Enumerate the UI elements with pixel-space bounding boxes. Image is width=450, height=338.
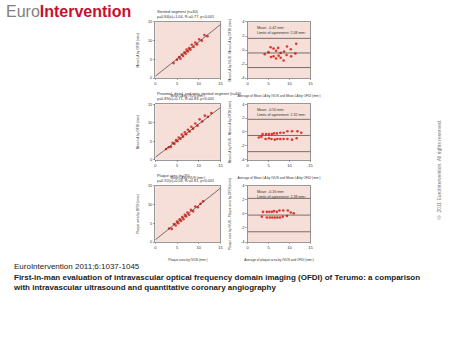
svg-text:4: 4 <box>242 183 245 188</box>
svg-text:5: 5 <box>267 245 270 250</box>
svg-text:-4: -4 <box>241 239 245 244</box>
svg-text:15: 15 <box>308 245 313 250</box>
svg-text:10: 10 <box>148 202 153 207</box>
svg-text:5: 5 <box>176 81 179 86</box>
svg-text:Mean: -0.50 mm²Limits of agree: Mean: -0.50 mm²Limits of agreement: 2.32… <box>257 108 307 117</box>
html-text:EuroIntervention 2011;6:1037-1: EuroIntervention 2011;6:1037-1045 <box>14 262 140 271</box>
svg-text:-4: -4 <box>241 157 245 162</box>
svg-text:0: 0 <box>154 81 157 86</box>
svg-text:4: 4 <box>242 19 245 24</box>
svg-text:Average of Mean LA by IVUS and: Average of Mean LA by IVUS and Mean LA b… <box>237 94 320 98</box>
svg-text:15: 15 <box>218 81 223 86</box>
svg-text:-2: -2 <box>241 61 245 66</box>
svg-text:0: 0 <box>150 157 153 162</box>
svg-text:10: 10 <box>287 245 292 250</box>
html-text:First-in-man evaluation of int: First-in-man evaluation of intravascular… <box>14 273 421 292</box>
svg-text:5: 5 <box>150 139 153 144</box>
svg-text:0: 0 <box>246 81 249 86</box>
svg-text:Mean LA by OFDI (mm²): Mean LA by OFDI (mm²) <box>136 115 140 150</box>
svg-text:0: 0 <box>150 239 153 244</box>
svg-text:Average of Mean LA by IVUS and: Average of Mean LA by IVUS and Mean LA b… <box>237 176 320 180</box>
svg-text:0: 0 <box>246 163 249 168</box>
svg-text:0: 0 <box>246 245 249 250</box>
html-text:© 2011 EuroIntervention. All r: © 2011 EuroIntervention. All rights rese… <box>436 119 442 221</box>
svg-text:Plaque area by IVUS - Plaque a: Plaque area by IVUS - Plaque area by OFD… <box>229 178 233 250</box>
svg-text:Mean LA by IVUS (mm²): Mean LA by IVUS (mm²) <box>171 176 206 180</box>
html-text:Euro Intervention: Euro Intervention <box>6 3 132 20</box>
svg-text:Mean: -0.42 mm²Limits of agree: Mean: -0.42 mm²Limits of agreement: 2.08… <box>257 26 307 35</box>
svg-text:0: 0 <box>242 211 245 216</box>
svg-text:10: 10 <box>287 163 292 168</box>
svg-text:15: 15 <box>148 102 153 107</box>
svg-text:0: 0 <box>154 163 157 168</box>
svg-text:Mean LA by IVUS - Mean LA by O: Mean LA by IVUS - Mean LA by OFDI (mm²) <box>229 19 233 82</box>
svg-text:5: 5 <box>150 221 153 226</box>
svg-text:10: 10 <box>287 81 292 86</box>
svg-text:15: 15 <box>148 183 153 188</box>
svg-text:-4: -4 <box>241 75 245 80</box>
svg-text:Average of plaque area by IVUS: Average of plaque area by IVUS and OFDI … <box>244 258 314 262</box>
svg-text:2: 2 <box>242 115 245 120</box>
svg-text:Stented segment (n=30)y=0.84(x: Stented segment (n=30)y=0.84(x)+1.04, R²… <box>157 10 214 19</box>
svg-text:2: 2 <box>242 33 245 38</box>
svg-text:Plaque area (n=35)y=0.92(x)+0.: Plaque area (n=35)y=0.92(x)+0.58, R²=0.8… <box>157 174 214 183</box>
svg-text:Proximal, distal, and intra-st: Proximal, distal, and intra-stented segm… <box>157 92 242 101</box>
svg-text:10: 10 <box>197 81 202 86</box>
svg-text:15: 15 <box>218 245 223 250</box>
svg-text:Mean: -0.16 mm²Limits of agree: Mean: -0.16 mm²Limits of agreement: 2.38… <box>257 190 307 199</box>
svg-text:5: 5 <box>267 81 270 86</box>
svg-text:0: 0 <box>242 129 245 134</box>
svg-text:5: 5 <box>150 57 153 62</box>
svg-text:Plaque area by IVUS (mm²): Plaque area by IVUS (mm²) <box>168 258 207 262</box>
svg-text:Mean LA by IVUS - Mean LA by O: Mean LA by IVUS - Mean LA by OFDI (mm²) <box>229 101 233 164</box>
svg-text:15: 15 <box>308 81 313 86</box>
svg-text:10: 10 <box>197 245 202 250</box>
svg-text:-2: -2 <box>241 225 245 230</box>
svg-text:10: 10 <box>148 120 153 125</box>
svg-text:15: 15 <box>218 163 223 168</box>
svg-text:0: 0 <box>242 47 245 52</box>
svg-text:5: 5 <box>267 163 270 168</box>
svg-text:0: 0 <box>154 245 157 250</box>
svg-text:15: 15 <box>148 19 153 24</box>
svg-text:Mean LA by IVUS (mm²): Mean LA by IVUS (mm²) <box>171 94 206 98</box>
svg-text:15: 15 <box>308 163 313 168</box>
svg-text:Plaque area by OFDI (mm²): Plaque area by OFDI (mm²) <box>136 194 140 233</box>
svg-text:10: 10 <box>148 38 153 43</box>
svg-text:10: 10 <box>197 163 202 168</box>
svg-text:-2: -2 <box>241 143 245 148</box>
svg-text:5: 5 <box>176 163 179 168</box>
svg-text:2: 2 <box>242 197 245 202</box>
svg-text:0: 0 <box>150 75 153 80</box>
svg-text:Mean LA by OFDI (mm²): Mean LA by OFDI (mm²) <box>136 33 140 68</box>
svg-text:4: 4 <box>242 102 245 107</box>
svg-text:5: 5 <box>176 245 179 250</box>
